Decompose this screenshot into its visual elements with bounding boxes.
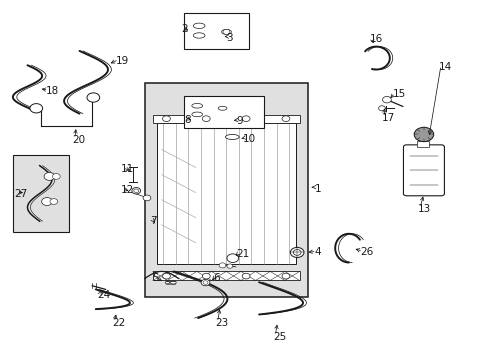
Ellipse shape	[225, 134, 239, 139]
Text: 11: 11	[121, 164, 134, 174]
Bar	[416, 140, 428, 147]
Circle shape	[52, 174, 60, 179]
Text: 24: 24	[97, 291, 110, 301]
Circle shape	[219, 263, 225, 268]
Text: 1: 1	[315, 184, 321, 194]
Text: 22: 22	[112, 319, 125, 328]
Bar	[153, 115, 299, 123]
Text: 25: 25	[272, 332, 285, 342]
Text: 4: 4	[314, 247, 320, 257]
Text: 23: 23	[215, 319, 228, 328]
Text: 15: 15	[392, 89, 405, 99]
Ellipse shape	[170, 281, 176, 284]
Bar	[157, 123, 295, 264]
Text: 21: 21	[236, 248, 249, 258]
Text: 16: 16	[368, 34, 382, 44]
Circle shape	[41, 198, 52, 206]
Circle shape	[134, 189, 139, 193]
Circle shape	[162, 116, 170, 122]
Circle shape	[87, 93, 100, 102]
Ellipse shape	[221, 30, 231, 35]
Circle shape	[132, 188, 141, 194]
Text: 13: 13	[417, 204, 430, 215]
Ellipse shape	[193, 23, 204, 28]
Ellipse shape	[191, 103, 202, 108]
Bar	[13, 155, 69, 232]
Text: 6: 6	[213, 273, 220, 283]
Circle shape	[30, 104, 42, 113]
Ellipse shape	[165, 281, 169, 284]
Text: 26: 26	[360, 247, 373, 257]
Text: 27: 27	[14, 189, 27, 199]
Circle shape	[378, 106, 385, 111]
Text: 20: 20	[72, 135, 85, 145]
Text: 10: 10	[242, 134, 255, 144]
Bar	[153, 271, 299, 280]
Circle shape	[282, 116, 289, 122]
Circle shape	[50, 199, 58, 204]
Circle shape	[293, 249, 301, 255]
Text: 5: 5	[152, 273, 158, 283]
Text: 12: 12	[121, 185, 134, 195]
Text: 3: 3	[225, 33, 232, 43]
Circle shape	[242, 273, 249, 279]
FancyBboxPatch shape	[403, 145, 444, 196]
Ellipse shape	[193, 33, 204, 38]
Circle shape	[290, 247, 304, 257]
Text: 14: 14	[438, 62, 451, 72]
Bar	[183, 13, 249, 49]
Circle shape	[382, 96, 390, 103]
Bar	[183, 96, 264, 128]
Text: 9: 9	[236, 116, 243, 126]
Circle shape	[203, 281, 207, 284]
Circle shape	[202, 116, 210, 122]
Circle shape	[226, 254, 238, 262]
Text: 2: 2	[181, 24, 187, 35]
Circle shape	[202, 273, 210, 279]
Text: 8: 8	[183, 115, 190, 125]
Ellipse shape	[191, 112, 202, 117]
Circle shape	[223, 30, 229, 35]
Circle shape	[201, 279, 209, 286]
Bar	[144, 83, 307, 297]
Ellipse shape	[218, 106, 226, 110]
Circle shape	[413, 127, 433, 141]
Circle shape	[282, 273, 289, 279]
Circle shape	[143, 195, 151, 201]
Circle shape	[44, 172, 55, 180]
Circle shape	[162, 273, 170, 279]
Circle shape	[226, 264, 232, 268]
Text: 18: 18	[46, 86, 59, 96]
Text: 7: 7	[150, 216, 157, 226]
Text: 17: 17	[381, 113, 394, 123]
Text: 19: 19	[116, 55, 129, 66]
Circle shape	[242, 116, 249, 122]
